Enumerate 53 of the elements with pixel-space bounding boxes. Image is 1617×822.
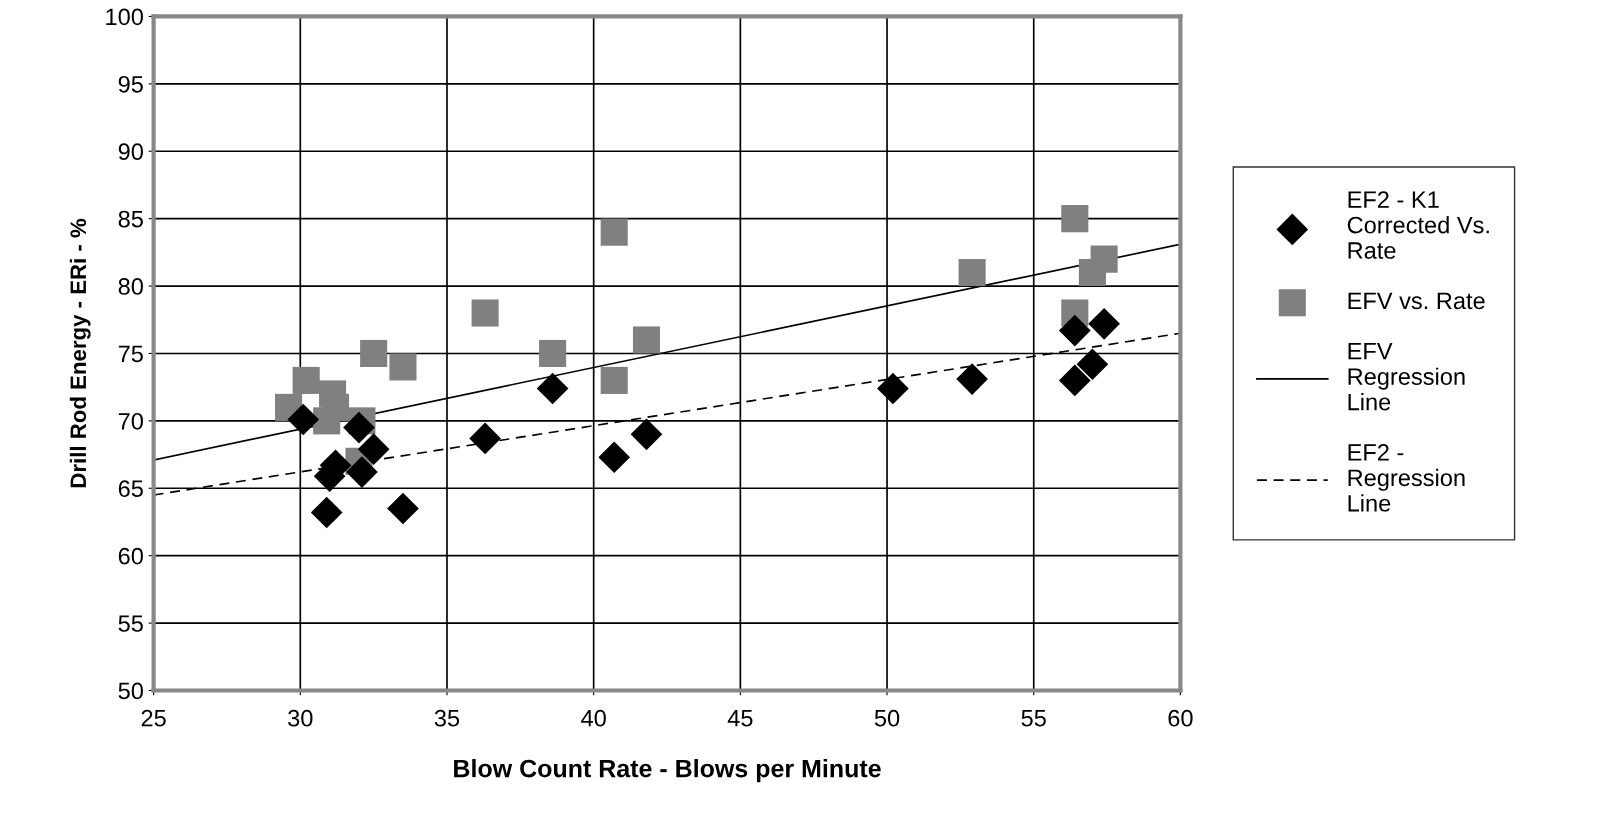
point [956, 363, 988, 395]
x-tick-label: 50 [874, 709, 900, 727]
legend-label: EFV Regression Line [1348, 343, 1465, 411]
x-tick-label: 25 [141, 709, 166, 727]
y-tick-label: 65 [118, 480, 143, 498]
point [598, 441, 631, 474]
legend-label: EF2 - Regression Line [1348, 444, 1465, 512]
x-tick-label: 30 [288, 709, 313, 727]
point [287, 403, 320, 436]
legend-label: EFV vs. Rate [1348, 292, 1485, 310]
point [1088, 307, 1120, 340]
y-tick-label: 50 [118, 682, 143, 700]
y-tick-label: 75 [118, 345, 143, 363]
point [292, 366, 320, 394]
point [877, 372, 909, 405]
point [600, 366, 628, 394]
x-tick-label: 35 [434, 709, 460, 727]
y-tick-label: 90 [118, 143, 143, 161]
point [1058, 314, 1091, 347]
point [539, 339, 567, 367]
x-tick-label: 45 [727, 710, 753, 727]
point [1076, 348, 1109, 381]
point [630, 418, 663, 451]
point [321, 393, 350, 421]
point [469, 422, 501, 455]
point [600, 218, 628, 246]
point [360, 339, 388, 367]
point [1061, 205, 1089, 233]
y-axis-title: Drill Rod Energy - ERi - % [69, 218, 91, 488]
y-tick-label: 70 [118, 412, 143, 430]
point [310, 496, 343, 529]
point [357, 433, 390, 466]
point [958, 259, 986, 287]
legend-label: EF2 - K1 Corrected Vs. Rate [1347, 191, 1489, 259]
y-tick-label: 100 [106, 8, 143, 26]
point [1090, 245, 1118, 273]
point [343, 411, 375, 444]
y-tick-label: 95 [118, 75, 143, 93]
point [387, 492, 419, 525]
x-tick-label: 55 [1021, 710, 1046, 727]
y-tick-label: 60 [118, 547, 143, 565]
y-tick-label: 55 [118, 615, 143, 632]
point [632, 326, 661, 354]
point [346, 456, 378, 488]
point [1058, 364, 1091, 397]
x-axis-title: Blow Count Rate - Blows per Minute [454, 759, 881, 783]
y-tick-label: 80 [118, 278, 143, 295]
point [389, 353, 417, 381]
point [471, 299, 499, 327]
x-tick-label: 60 [1168, 709, 1193, 727]
x-tick-label: 40 [581, 709, 606, 727]
point [536, 372, 569, 405]
y-tick-label: 85 [118, 210, 143, 228]
